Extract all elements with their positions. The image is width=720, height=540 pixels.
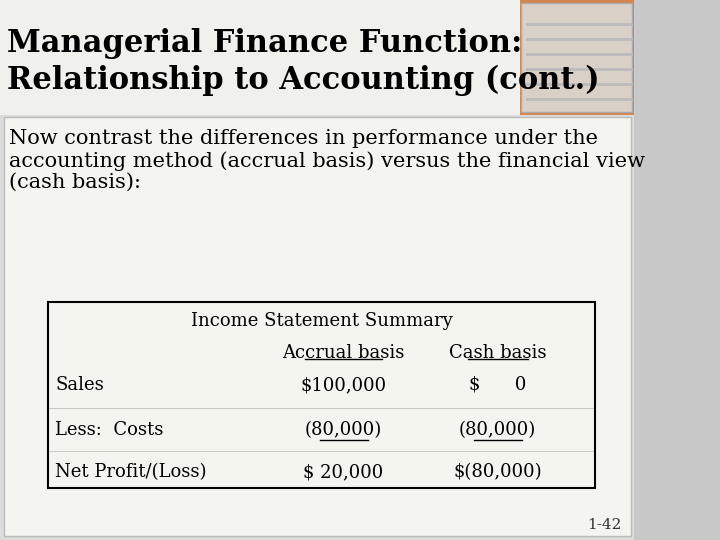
Text: Relationship to Accounting (cont.): Relationship to Accounting (cont.) — [7, 65, 600, 96]
Bar — [0, 0, 520, 115]
Bar — [4, 117, 631, 536]
Bar — [0, 0, 634, 115]
Text: Less:  Costs: Less: Costs — [55, 421, 164, 439]
Text: (80,000): (80,000) — [459, 421, 536, 439]
Text: (cash basis):: (cash basis): — [9, 173, 141, 192]
Text: $(80,000): $(80,000) — [454, 463, 542, 481]
Text: $ 20,000: $ 20,000 — [303, 463, 384, 481]
Text: accounting method (accrual basis) versus the financial view: accounting method (accrual basis) versus… — [9, 151, 645, 171]
Text: Sales: Sales — [55, 376, 104, 394]
Bar — [0, 115, 634, 540]
Bar — [48, 302, 595, 488]
Text: Now contrast the differences in performance under the: Now contrast the differences in performa… — [9, 129, 598, 148]
Text: 1-42: 1-42 — [588, 518, 622, 532]
Bar — [521, 3, 632, 112]
Text: Cash basis: Cash basis — [449, 344, 546, 362]
Text: $      0: $ 0 — [469, 376, 526, 394]
Text: (80,000): (80,000) — [305, 421, 382, 439]
Text: $100,000: $100,000 — [300, 376, 387, 394]
Text: Accrual basis: Accrual basis — [282, 344, 405, 362]
Text: Net Profit/(Loss): Net Profit/(Loss) — [55, 463, 207, 481]
Text: Income Statement Summary: Income Statement Summary — [191, 312, 452, 330]
Text: Managerial Finance Function:: Managerial Finance Function: — [7, 28, 523, 59]
